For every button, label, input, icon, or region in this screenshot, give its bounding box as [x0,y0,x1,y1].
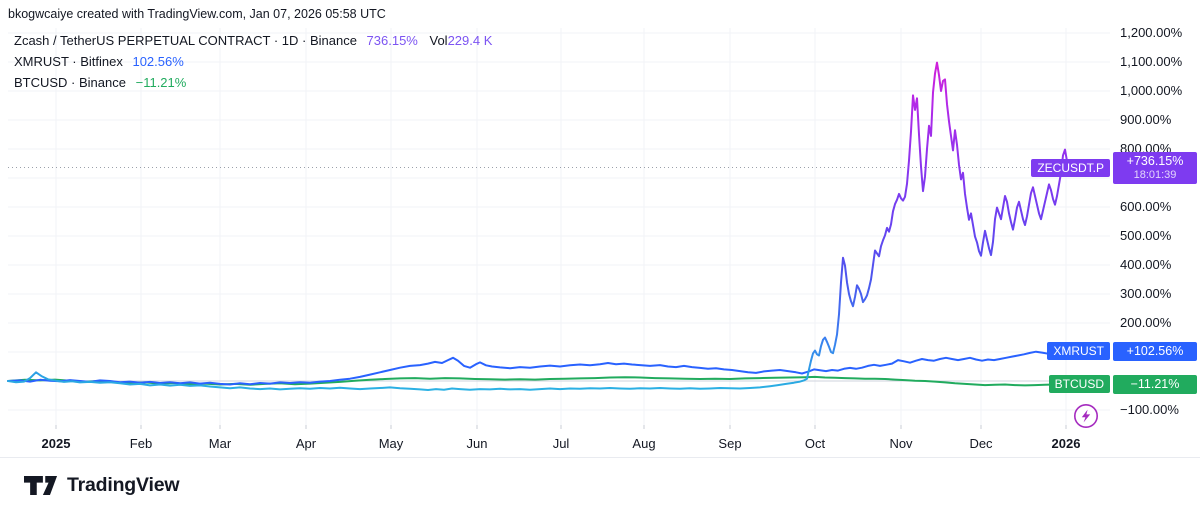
legend-row-zec[interactable]: Zcash / TetherUS PERPETUAL CONTRACT · 1D… [14,30,492,51]
zec-bar-countdown: 18:01:39 [1133,168,1177,181]
time-axis-label: May [378,436,404,451]
time-axis[interactable]: 2025 Feb Mar Apr May Jun Jul Aug Sep Oct Nov Dec 202… [0,430,1110,454]
price-axis-label: 1,100.00% [1120,54,1183,69]
price-axis-label: 400.00% [1120,257,1172,272]
price-axis-label: 1,200.00% [1120,25,1183,40]
time-axis-label: Nov [889,436,913,451]
price-axis-label: 500.00% [1120,228,1172,243]
time-axis-label: Mar [208,436,232,451]
zec-series-label-badge: ZECUSDT.P [1031,158,1110,177]
time-axis-label: Oct [804,436,826,451]
legend-change-xmr: 102.56% [132,54,184,69]
price-axis-label: 200.00% [1120,315,1172,330]
price-axis-label: 900.00% [1120,112,1172,127]
time-axis-label: Feb [129,436,153,451]
time-axis-label: 2026 [1051,436,1081,451]
tradingview-brand-text: TradingView [67,473,180,496]
footer-separator [0,457,1200,458]
time-axis-label: Apr [295,436,317,451]
price-axis[interactable]: 1,200.00% 1,100.00% 1,000.00% 900.00% 800.00… [1112,0,1200,455]
attribution-text: bkogwcaiye created with TradingView.com,… [8,7,386,21]
price-axis-label: 1,000.00% [1120,83,1183,98]
time-axis-label: Jul [552,436,570,451]
zec-price-value: +736.15% [1126,153,1184,168]
chart-legend: Zcash / TetherUS PERPETUAL CONTRACT · 1D… [14,30,492,93]
time-axis-label: Sep [718,436,742,451]
market-status-lightning-icon[interactable] [1072,402,1100,435]
time-axis-label: Jun [466,436,488,451]
tradingview-logo-icon [24,475,58,495]
time-axis-label: Dec [969,436,993,451]
time-axis-label: 2025 [41,436,71,451]
time-axis-label: Aug [632,436,656,451]
legend-title-btc: BTCUSD · Binance [14,75,126,90]
legend-change-btc: −11.21% [135,75,187,90]
btc-series-label-badge: BTCUSD [1048,375,1110,394]
tradingview-footer[interactable]: TradingView [24,470,180,500]
legend-row-btc[interactable]: BTCUSD · Binance −11.21% [14,72,492,93]
price-axis-label: 600.00% [1120,199,1172,214]
xmr-price-badge: +102.56% [1113,341,1197,361]
legend-change-zec: 736.15% [366,33,418,48]
legend-title-zec: Zcash / TetherUS PERPETUAL CONTRACT · 1D… [14,33,357,48]
xmr-series-label-badge: XMRUST [1047,342,1110,361]
legend-vol-label: Vol [429,33,448,48]
btc-price-badge: −11.21% [1113,374,1197,394]
legend-vol-value: 229.4 K [447,33,493,48]
legend-row-xmr[interactable]: XMRUST · Bitfinex 102.56% [14,51,492,72]
legend-title-xmr: XMRUST · Bitfinex [14,54,123,69]
price-axis-label: −100.00% [1120,402,1179,417]
zec-price-badge: +736.15% 18:01:39 [1113,151,1197,184]
price-axis-label: 300.00% [1120,286,1172,301]
